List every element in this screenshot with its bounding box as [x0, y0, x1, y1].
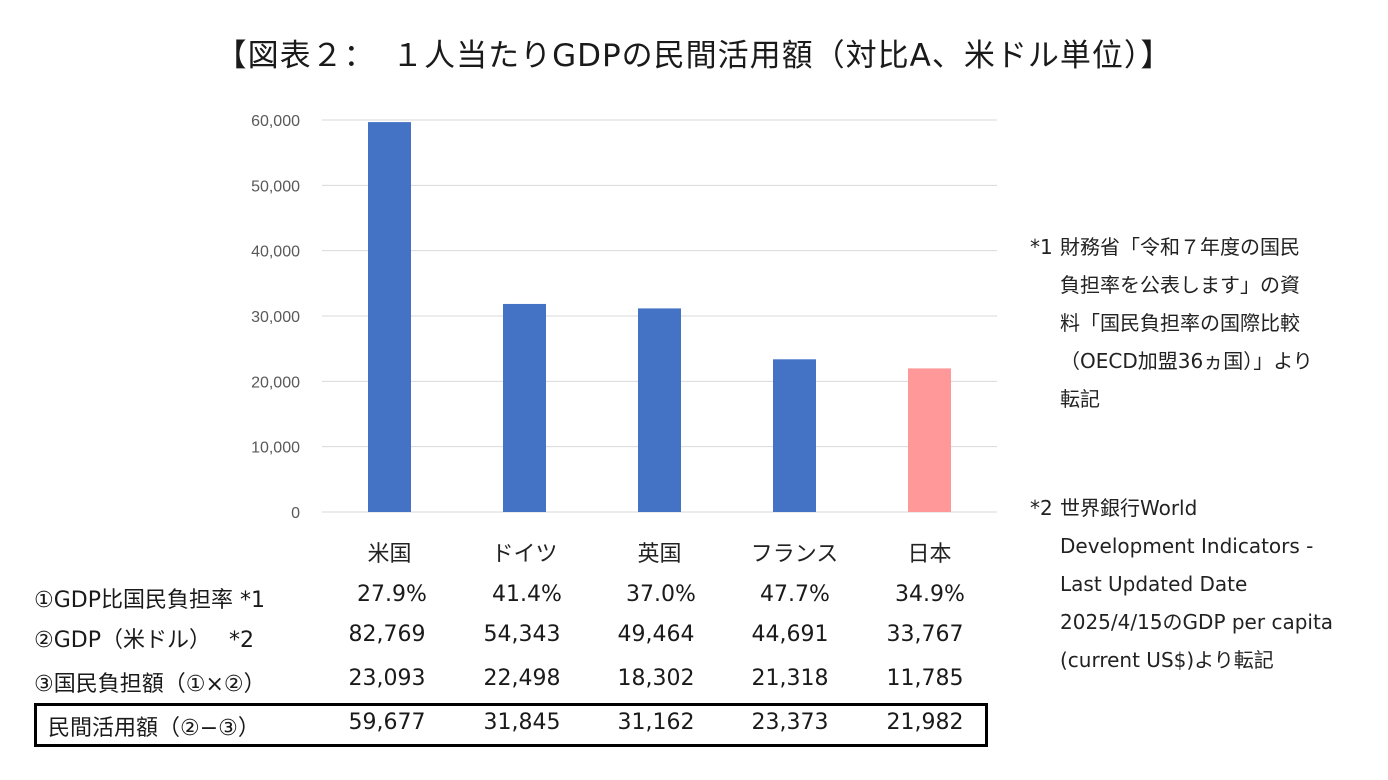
- table-cell: 23,093: [348, 666, 426, 691]
- category-label: ドイツ: [491, 542, 557, 567]
- y-tick-label: 0: [291, 505, 300, 522]
- total-row-box: [34, 703, 988, 747]
- table-cell: 41.4%: [492, 582, 562, 607]
- y-tick-label: 30,000: [251, 309, 300, 326]
- row-label: ①GDP比国民負担率 *1: [34, 588, 265, 613]
- bar: [773, 359, 816, 512]
- category-labels: 米国 ドイツ 英国 フランス 日本: [367, 542, 951, 567]
- table-cell: 31,845: [483, 710, 561, 735]
- category-label: 日本: [907, 542, 951, 567]
- footnote-2: *2 世界銀行World Development Indicators - La…: [1030, 489, 1375, 679]
- y-axis-ticks: 0 10,000 20,000 30,000 40,000 50,000 60,000: [251, 113, 300, 522]
- bar-chart: 0 10,000 20,000 30,000 40,000 50,000 60,000 米国…: [251, 113, 997, 567]
- table-cell: 11,785: [886, 666, 964, 691]
- table-cell: 37.0%: [626, 582, 696, 607]
- y-tick-label: 50,000: [251, 178, 300, 195]
- bar: [638, 308, 681, 512]
- category-label: 英国: [637, 542, 681, 567]
- footnote-1: *1 財務省「令和７年度の国民 負担率を公表します」の資 料「国民負担率の国際比…: [1030, 228, 1375, 418]
- category-label: 米国: [367, 542, 411, 567]
- bar: [503, 303, 546, 512]
- table-cell: 82,769: [348, 622, 426, 647]
- footnote-2-text: 世界銀行World Development Indicators - Last …: [1060, 496, 1334, 672]
- table-cell: 31,162: [617, 710, 695, 735]
- table-cell: 47.7%: [760, 582, 830, 607]
- table-cell: 34.9%: [895, 582, 965, 607]
- footnote-2-mark: *2: [1030, 496, 1053, 520]
- table-cell: 27.9%: [357, 582, 427, 607]
- bars: [368, 122, 951, 513]
- table-cell: 21,982: [886, 710, 964, 735]
- table-cell: 18,302: [617, 666, 695, 691]
- table-cell: 22,498: [483, 666, 561, 691]
- y-tick-label: 60,000: [251, 113, 300, 130]
- chart-title: 【図表２： １人当たりGDPの民間活用額（対比A、米ドル単位）】: [215, 38, 1173, 74]
- category-label: フランス: [751, 542, 839, 567]
- table-cell: 49,464: [617, 622, 695, 647]
- row-label: ③国民負担額（①×②）: [34, 672, 266, 697]
- table-cell: 54,343: [483, 622, 561, 647]
- y-tick-label: 20,000: [251, 374, 300, 391]
- table-cell: 21,318: [751, 666, 829, 691]
- y-tick-label: 40,000: [251, 244, 300, 261]
- bar: [908, 368, 951, 512]
- table-cell: 23,373: [751, 710, 829, 735]
- table-cell: 44,691: [751, 622, 829, 647]
- bar: [368, 122, 411, 513]
- row-label: ②GDP（米ドル） *2: [34, 628, 254, 653]
- table-cell: 33,767: [886, 622, 964, 647]
- footnote-1-text: 財務省「令和７年度の国民 負担率を公表します」の資 料「国民負担率の国際比較 （…: [1060, 235, 1313, 411]
- table-cell: 59,677: [348, 710, 426, 735]
- footnote-1-mark: *1: [1030, 235, 1053, 259]
- row-label: 民間活用額（②−③）: [48, 716, 260, 741]
- y-tick-label: 10,000: [251, 440, 300, 457]
